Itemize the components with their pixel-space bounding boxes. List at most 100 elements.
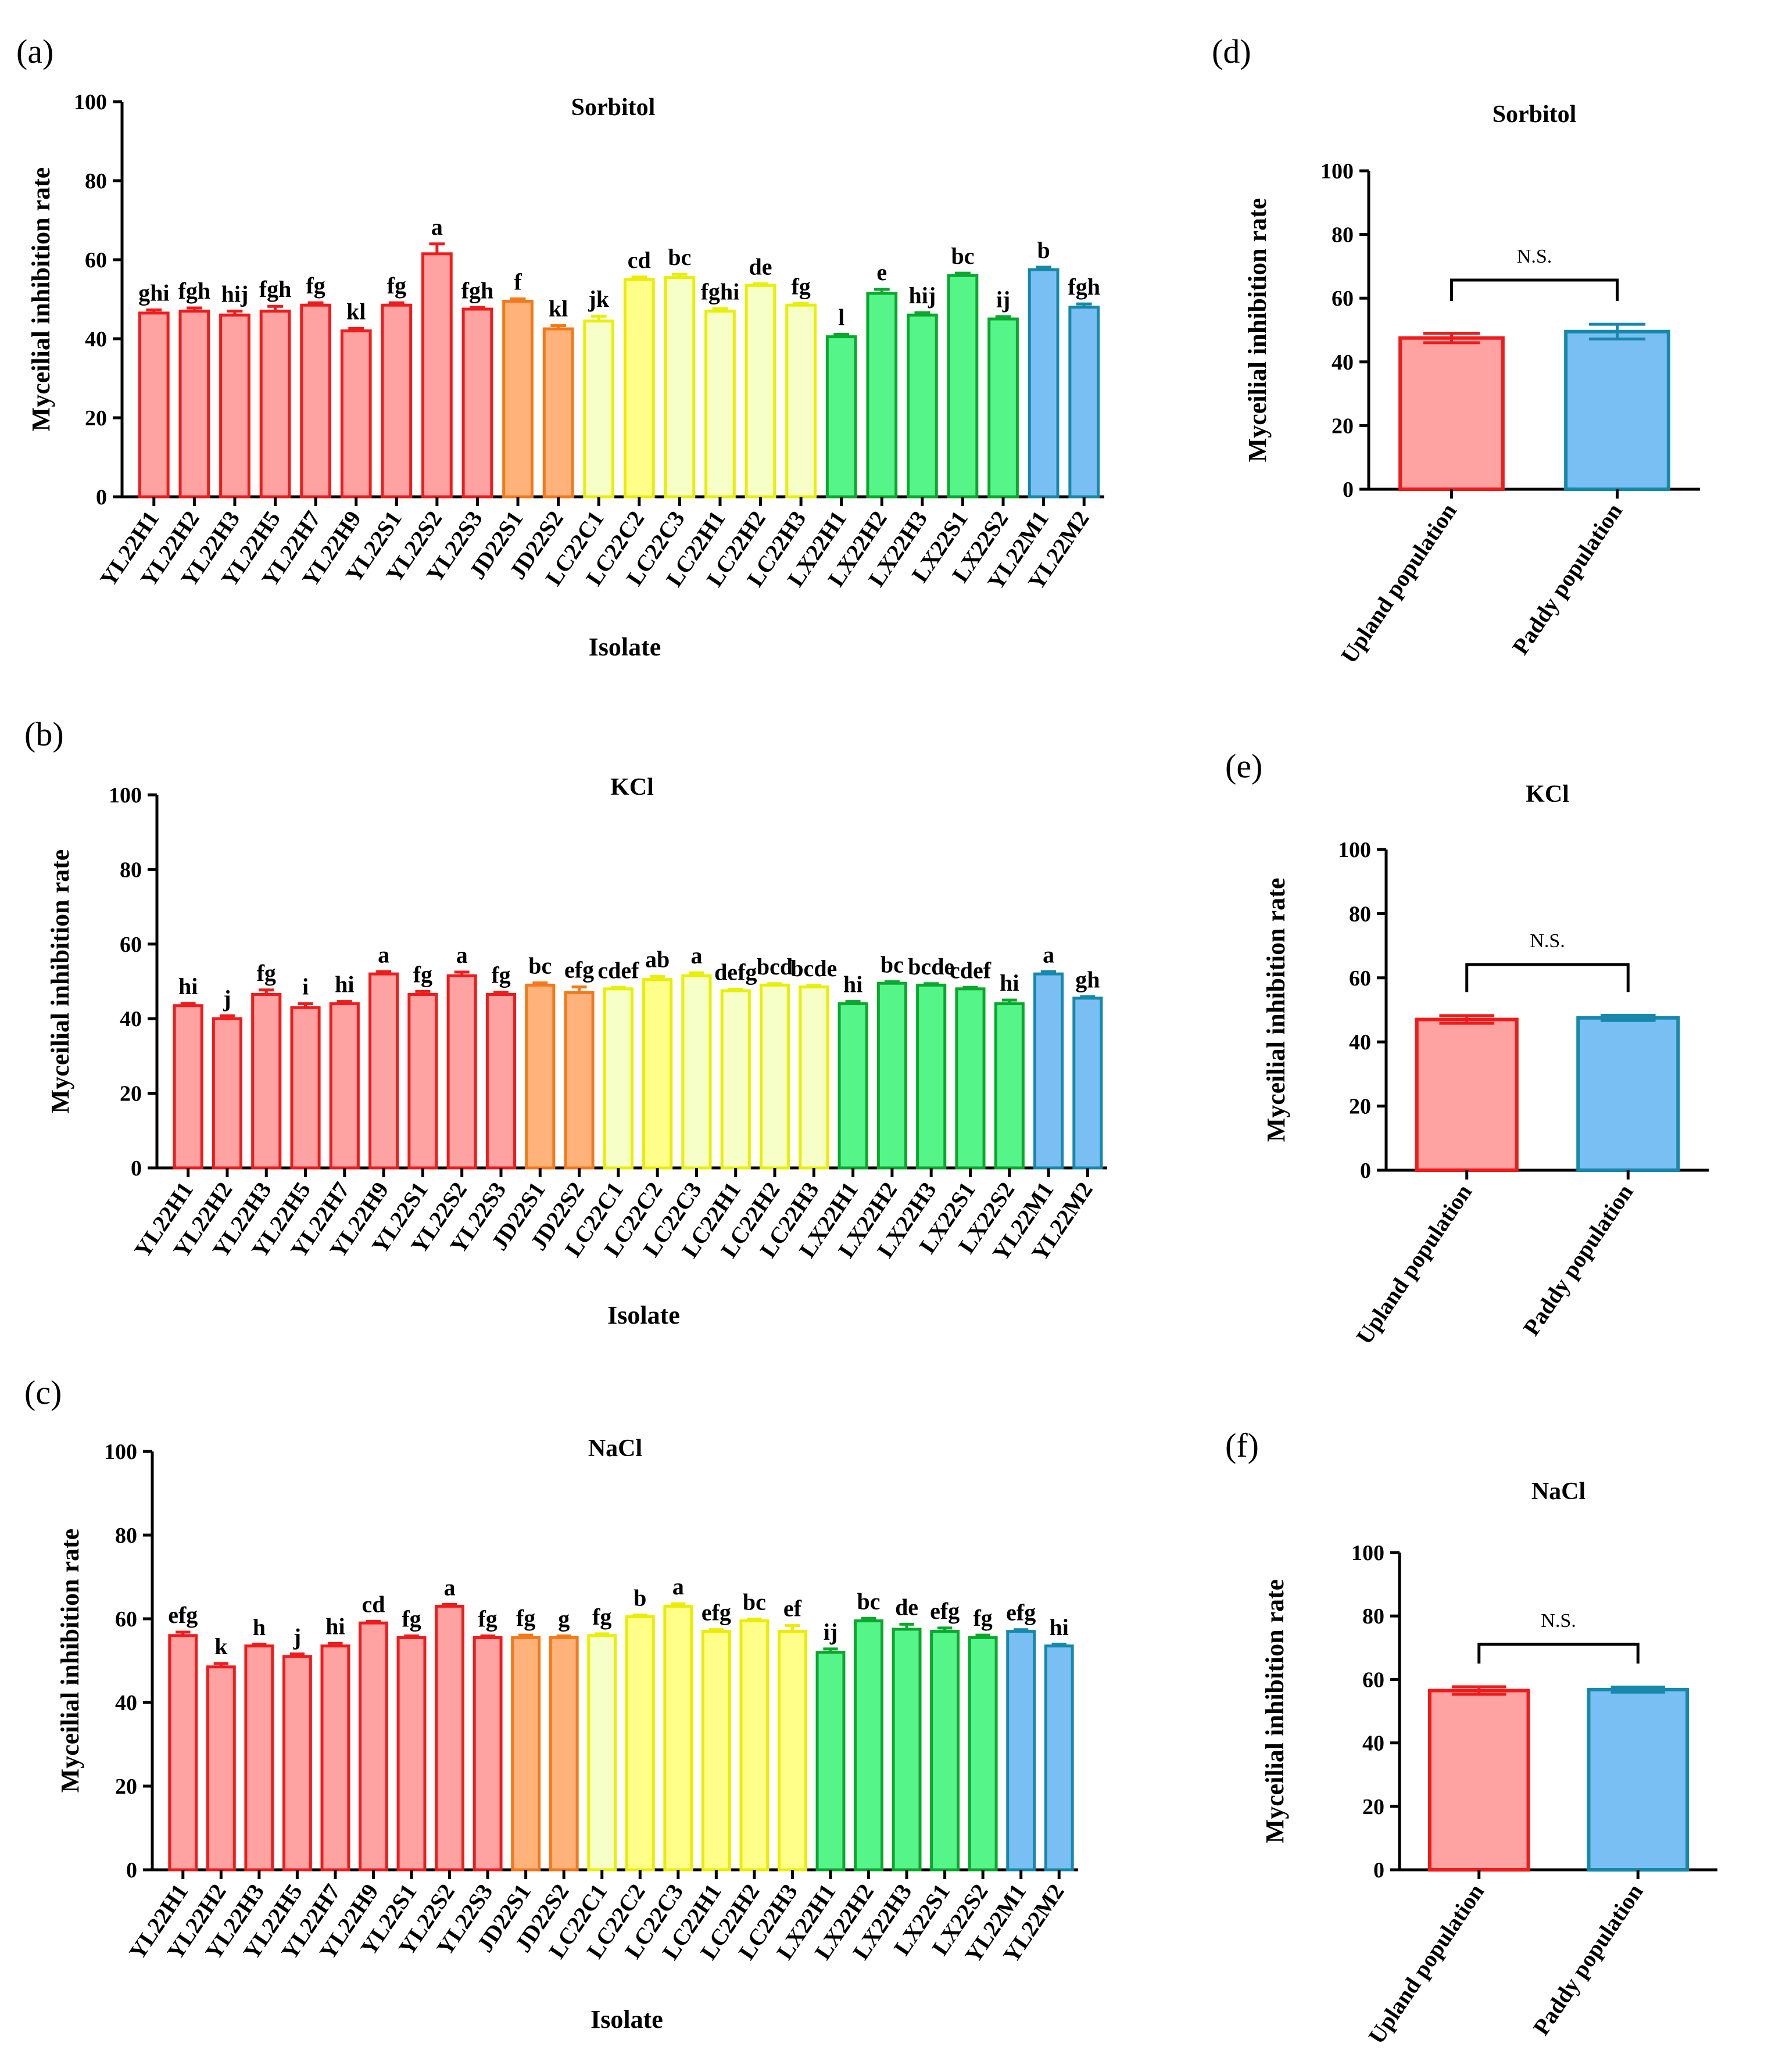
bar-c-YL22S2 <box>435 1604 465 1872</box>
sig-letter-c-YL22H7: hi <box>325 1613 345 1639</box>
sig-letter-a-JD22S1: f <box>514 268 522 295</box>
sig-letter-a-YL22H2: fgh <box>178 278 211 304</box>
y-tick-label-b-80: 80 <box>120 858 142 882</box>
bar-c-LC22C2 <box>625 1615 655 1872</box>
y-tick-label-b-20: 20 <box>120 1082 142 1106</box>
panel-letter-f: (f) <box>1225 1426 1259 1464</box>
y-axis-label-f: Myceilial inhibition rate <box>1261 1579 1289 1844</box>
sig-letter-a-LC22C3: bc <box>668 244 691 270</box>
x-axis-label-b: Isolate <box>607 1301 680 1329</box>
panel-letter-a: (a) <box>16 33 53 70</box>
panel-letter-e: (e) <box>1225 747 1262 785</box>
significance-bracket-d <box>1450 278 1619 302</box>
y-tick-label-d-20: 20 <box>1332 414 1354 438</box>
sig-letter-b-JD22S1: bc <box>528 953 552 979</box>
sig-letter-a-YL22H5: fgh <box>259 276 292 302</box>
y-tick-label-d-100: 100 <box>1320 159 1354 184</box>
bar-a-YL22H5 <box>259 309 291 499</box>
sig-letter-c-LX22S1: efg <box>930 1598 960 1624</box>
bar-a-YL22S1 <box>381 303 413 499</box>
sig-letter-b-YL22H9: a <box>378 941 389 967</box>
x-tick-label-e-Paddy population: Paddy population <box>1518 1180 1638 1340</box>
sig-letter-c-YL22M1: efg <box>1006 1600 1036 1626</box>
bar-b-LX22H2 <box>876 981 907 1170</box>
panel-c: (c) NaCl Myceilial inhibition rate 0 20 40 60 8… <box>24 1374 1078 2034</box>
bar-c-YL22S3 <box>473 1636 503 1872</box>
bar-a-YL22S3 <box>461 307 493 499</box>
bar-c-YL22S1 <box>396 1636 427 1872</box>
bar-c-LX22H2 <box>854 1619 883 1872</box>
panel-f: (f) NaCl Myceilial inhibition rate 0 20 40 60 8… <box>1225 1426 1717 2048</box>
sig-letter-b-YL22H1: hi <box>178 973 198 999</box>
bar-a-LC22H2 <box>745 284 776 499</box>
bar-b-YL22H3 <box>251 992 282 1170</box>
bar-a-LX22S2 <box>987 317 1019 499</box>
sig-letter-c-YL22H9: cd <box>362 1591 385 1617</box>
y-tick-label-e-0: 0 <box>1360 1159 1371 1183</box>
x-tick-label-f-Paddy population: Paddy population <box>1528 1879 1648 2040</box>
y-tick-label-b-0: 0 <box>131 1156 142 1181</box>
x-tick-label-e-Upland population: Upland population <box>1351 1180 1477 1349</box>
bar-a-LC22C2 <box>623 278 655 499</box>
bar-f-Paddy population <box>1587 1687 1690 1872</box>
bar-b-YL22M1 <box>1033 972 1064 1170</box>
y-tick-label-f-20: 20 <box>1362 1795 1384 1819</box>
bar-a-LC22C3 <box>664 276 696 499</box>
y-tick-label-b-40: 40 <box>120 1007 142 1031</box>
bar-a-LX22H3 <box>907 313 938 499</box>
sig-letter-a-YL22S1: fg <box>387 273 406 299</box>
bar-a-YL22H7 <box>300 303 331 499</box>
y-tick-label-b-60: 60 <box>120 933 142 957</box>
chart-title-b: KCl <box>610 774 654 801</box>
bar-b-LX22H1 <box>838 1002 868 1170</box>
sig-letter-b-LC22H2: bcd <box>757 953 793 980</box>
sig-letter-c-YL22H2: k <box>214 1633 228 1659</box>
x-tick-label-d-Upland population: Upland population <box>1336 499 1462 668</box>
y-tick-label-a-0: 0 <box>96 485 107 510</box>
bar-f-Upland population <box>1427 1689 1530 1872</box>
sig-letter-a-YL22H7: fg <box>306 273 325 299</box>
chart-title-a: Sorbitol <box>571 94 656 121</box>
sig-letter-c-YL22S1: fg <box>402 1606 421 1632</box>
bar-b-LX22S2 <box>994 1002 1025 1170</box>
sig-letter-b-LX22S2: hi <box>1000 970 1019 996</box>
bar-c-LC22C3 <box>663 1604 693 1872</box>
sig-letter-b-YL22H3: fg <box>257 960 276 986</box>
y-axis-label-b: Myceilial inhibition rate <box>46 849 74 1114</box>
sig-letter-c-YL22S2: a <box>444 1575 456 1601</box>
bar-c-LX22H1 <box>815 1651 846 1872</box>
sig-letter-b-YL22S1: fg <box>413 961 432 987</box>
bar-d-Paddy population <box>1564 329 1670 491</box>
sig-letter-c-LX22H1: ij <box>824 1619 838 1645</box>
sig-letter-a-JD22S2: kl <box>549 296 568 322</box>
y-tick-label-d-40: 40 <box>1332 350 1354 375</box>
sig-letter-a-YL22S2: a <box>431 214 443 240</box>
bar-a-YL22M2 <box>1068 306 1100 499</box>
bar-b-YL22H2 <box>212 1017 242 1170</box>
y-tick-label-f-100: 100 <box>1351 1541 1384 1565</box>
bar-b-YL22S2 <box>446 974 477 1170</box>
y-tick-label-e-80: 80 <box>1349 902 1371 926</box>
bar-c-JD22S2 <box>549 1636 579 1872</box>
sig-letter-a-LX22S2: ij <box>996 286 1010 313</box>
bar-a-JD22S1 <box>502 299 534 499</box>
panel-letter-c: (c) <box>24 1374 62 1411</box>
bar-c-YL22H5 <box>282 1655 312 1872</box>
bar-a-LX22H2 <box>866 292 898 499</box>
y-tick-label-c-80: 80 <box>115 1523 137 1548</box>
bar-c-LC22H3 <box>777 1630 807 1872</box>
y-tick-label-f-40: 40 <box>1362 1732 1384 1756</box>
y-tick-label-e-20: 20 <box>1349 1095 1371 1119</box>
y-axis-label-e: Myceilial inhibition rate <box>1262 878 1290 1142</box>
bar-c-YL22H2 <box>206 1665 236 1872</box>
sig-letter-a-LC22H3: fg <box>791 273 810 299</box>
sig-letter-c-LC22C1: fg <box>592 1604 611 1630</box>
sig-letter-b-LC22C1: cdef <box>597 957 639 983</box>
sig-letter-b-YL22H7: hi <box>335 972 354 998</box>
ns-annotation-e: N.S. <box>1530 930 1565 952</box>
bar-a-YL22S2 <box>421 252 453 499</box>
sig-letter-b-YL22S2: a <box>456 942 468 968</box>
y-tick-label-f-0: 0 <box>1373 1858 1384 1883</box>
x-tick-label-f-Upland population: Upland population <box>1363 1879 1489 2049</box>
